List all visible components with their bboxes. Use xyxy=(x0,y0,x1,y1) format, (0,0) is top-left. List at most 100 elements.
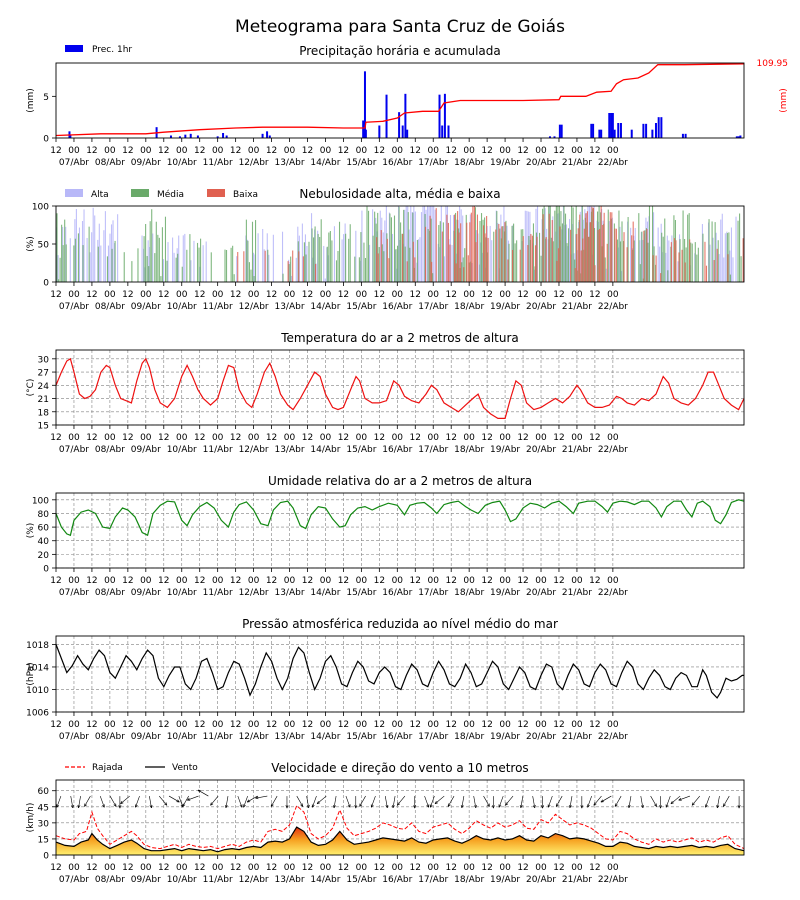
wind-arrow xyxy=(569,796,573,808)
cloud-bar-mid xyxy=(711,221,713,282)
wind-arrow xyxy=(149,796,152,808)
wind-arrow xyxy=(316,795,327,805)
x-hour-label: 00 xyxy=(392,433,404,443)
cloud-bar-high xyxy=(341,239,343,282)
cloud-bar-mid xyxy=(210,252,212,282)
cloud-bar-mid xyxy=(729,274,731,282)
y-tick-label: 80 xyxy=(38,510,50,520)
x-hour-label: 00 xyxy=(571,433,583,443)
x-hour-label: 12 xyxy=(553,720,564,730)
precip-bar xyxy=(216,136,219,138)
wind-arrow xyxy=(312,795,317,808)
x-hour-label: 00 xyxy=(607,863,619,873)
wind-arrow-head xyxy=(547,804,551,808)
x-hour-label: 12 xyxy=(158,863,169,873)
wind-arrow xyxy=(359,795,366,807)
y-tick-label: 15 xyxy=(38,835,49,845)
x-hour-label: 00 xyxy=(571,576,583,586)
cloud-bar-high xyxy=(497,222,499,282)
precip-bar xyxy=(401,125,404,138)
cloud-bar-high xyxy=(730,227,732,282)
wind-arrow-head xyxy=(243,804,246,808)
x-day-label: 22/Abr xyxy=(598,732,628,742)
cloud-bar-mid xyxy=(618,210,620,282)
cloud-bar-mid xyxy=(378,247,380,282)
wind-arrow-head xyxy=(498,804,502,808)
wind-arrow xyxy=(345,795,351,808)
cloud-bar-high xyxy=(333,226,335,282)
cloud-bar-mid xyxy=(313,237,315,282)
precip-bar xyxy=(600,129,603,138)
wind-arrow-head xyxy=(737,805,741,809)
cloud-bar-low xyxy=(599,228,601,282)
wind-arrow-head xyxy=(210,802,214,806)
x-hour-label: 12 xyxy=(338,863,349,873)
x-hour-label: 00 xyxy=(356,576,368,586)
cloud-bar-mid xyxy=(77,233,79,282)
cloud-bar-low xyxy=(675,240,677,282)
cloud-bar-mid xyxy=(480,213,483,282)
cloud-bar-mid xyxy=(337,250,339,282)
x-day-label: 08/Abr xyxy=(95,732,125,742)
precip-bar xyxy=(681,133,684,138)
cloud-bar-mid xyxy=(737,220,739,282)
cloud-bar-low xyxy=(504,222,506,282)
x-day-label: 13/Abr xyxy=(274,445,304,455)
precip-bar xyxy=(169,135,172,138)
precip-bar xyxy=(610,113,613,138)
wind-speed-line xyxy=(55,826,745,853)
cloud-bar-high xyxy=(295,257,297,282)
cloud-bar-mid xyxy=(560,211,562,282)
x-hour-label: 12 xyxy=(410,863,421,873)
wind-arrow-head xyxy=(473,804,477,809)
cloud-bar-high xyxy=(434,209,436,282)
x-hour-label: 00 xyxy=(68,720,80,730)
wind-arrow-head xyxy=(354,805,358,809)
x-hour-label: 12 xyxy=(86,576,97,586)
wind-arrow-head xyxy=(333,804,336,809)
wind-arrow-head xyxy=(239,804,243,808)
wind-arrow-head xyxy=(413,805,417,809)
x-hour-label: 00 xyxy=(607,720,619,730)
precip-bar xyxy=(261,133,264,138)
cloud-bar-mid xyxy=(160,276,162,282)
x-hour-label: 12 xyxy=(589,863,600,873)
y-axis-label: (hPa) xyxy=(26,662,36,685)
wind-arrow-head xyxy=(716,804,720,809)
cloud-bar-high xyxy=(569,219,571,282)
cloud-panel: 0 50 100 12 00 12 00 12 00 12 00 12 00 12 00 12 00 12 00 12… xyxy=(26,187,745,312)
x-hour-label: 12 xyxy=(553,863,564,873)
cloud-bar-mid xyxy=(225,249,228,282)
precip-bar xyxy=(660,117,663,138)
wind-arrow-head xyxy=(316,800,321,805)
x-hour-label: 12 xyxy=(266,433,277,443)
wind-arrow-head xyxy=(347,804,351,808)
cloud-bar-low xyxy=(377,253,379,282)
wind-arrow xyxy=(628,796,632,808)
wind-arrow xyxy=(392,796,396,808)
y-axis-label: (%) xyxy=(26,236,36,252)
cloud-bar-low xyxy=(551,220,553,282)
precip-bar xyxy=(406,129,409,138)
x-hour-label: 12 xyxy=(194,146,205,156)
panel-title: Umidade relativa do ar a 2 metros de alt… xyxy=(268,474,532,488)
wind-arrow-head xyxy=(460,804,464,809)
x-hour-label: 12 xyxy=(50,720,61,730)
cloud-bar-mid xyxy=(123,252,125,282)
cloud-bar-low xyxy=(684,262,686,282)
wind-arrow xyxy=(461,796,465,808)
x-hour-label: 00 xyxy=(392,290,404,300)
x-day-label: 15/Abr xyxy=(346,588,376,598)
x-day-label: 20/Abr xyxy=(526,875,556,885)
x-day-label: 12/Abr xyxy=(239,732,269,742)
cloud-bar-mid xyxy=(317,233,319,282)
cloud-bar-mid xyxy=(532,223,534,282)
x-day-label: 14/Abr xyxy=(310,445,340,455)
wind-arrow xyxy=(333,796,337,808)
axes-frame xyxy=(55,349,745,426)
cloud-bar-mid xyxy=(73,245,75,282)
cloud-bar-low xyxy=(623,232,625,282)
x-day-label: 15/Abr xyxy=(346,875,376,885)
cloud-bar-mid xyxy=(552,241,554,282)
y-tick-label: 30 xyxy=(38,355,50,365)
